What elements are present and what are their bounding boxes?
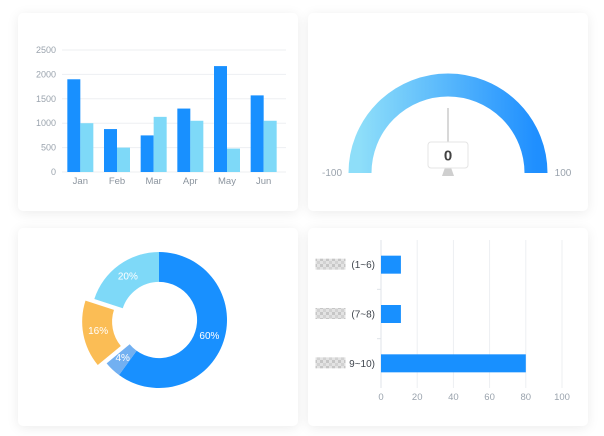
bar-apr-series-2[interactable] bbox=[190, 120, 204, 172]
slice-label-20pct: 20% bbox=[118, 272, 138, 283]
x-tick-label: 100 bbox=[554, 392, 570, 403]
gauge-arc[interactable] bbox=[348, 73, 548, 174]
gauge-value-box bbox=[427, 141, 469, 169]
hbar-category-label: (7~8) bbox=[351, 310, 375, 321]
bar-jun-series-2[interactable] bbox=[263, 120, 277, 172]
y-tick-label: 1500 bbox=[36, 94, 56, 104]
card-monthly-bar-chart: 0 500 1000 1500 2000 2500 Jan Feb Mar Apr May Jun bbox=[18, 13, 298, 211]
gauge-value: 0 bbox=[444, 148, 452, 165]
y-tick-label: 2500 bbox=[36, 45, 56, 55]
redacted-label-block bbox=[315, 357, 346, 369]
donut-slice-16pct[interactable] bbox=[82, 300, 121, 366]
y-tick-label: 0 bbox=[51, 167, 56, 177]
x-category-label: Jun bbox=[256, 176, 271, 187]
bar-may-series-2[interactable] bbox=[227, 148, 240, 172]
redacted-label-block bbox=[315, 258, 346, 270]
gauge-chart-canvas: -100 100 0 bbox=[322, 73, 572, 179]
hbar-row-2[interactable] bbox=[381, 305, 401, 323]
bar-mar-series-1[interactable] bbox=[140, 135, 154, 172]
x-category-label: Mar bbox=[145, 176, 161, 187]
x-tick-label: 40 bbox=[448, 392, 459, 403]
hbar-row-3[interactable] bbox=[381, 354, 526, 373]
y-tick-label: 2000 bbox=[36, 69, 56, 79]
x-tick-label: 20 bbox=[412, 392, 423, 403]
y-tick-label: 500 bbox=[41, 143, 56, 153]
bar-feb-series-1[interactable] bbox=[104, 129, 117, 172]
bar-jun-series-1[interactable] bbox=[250, 95, 264, 172]
hbar-row-1[interactable] bbox=[381, 255, 401, 274]
y-tick-label: 1000 bbox=[36, 118, 56, 128]
x-category-label: May bbox=[218, 176, 236, 187]
x-category-label: Feb bbox=[109, 176, 125, 187]
donut-slice-4pct[interactable] bbox=[106, 344, 137, 376]
card-gauge-chart: -100 100 0 bbox=[308, 13, 588, 211]
gauge-min-label: -100 bbox=[322, 168, 342, 179]
bar-jan-series-1[interactable] bbox=[67, 79, 81, 172]
slice-label-16pct: 16% bbox=[88, 326, 108, 337]
slice-label-60pct: 60% bbox=[199, 331, 219, 342]
hbar-category-label: (1~6) bbox=[351, 260, 375, 271]
x-category-label: Jan bbox=[73, 176, 88, 187]
donut-slice-20pct[interactable] bbox=[94, 252, 159, 309]
bar-apr-series-1[interactable] bbox=[177, 108, 191, 172]
bar-may-series-1[interactable] bbox=[214, 66, 227, 172]
hbar-chart-canvas: 0 20 40 60 80 100 (1~6) (7~8) 9~10) bbox=[315, 240, 570, 403]
bar-chart-canvas: 0 500 1000 1500 2000 2500 Jan Feb Mar Apr May Jun bbox=[36, 45, 286, 187]
x-category-label: Apr bbox=[183, 176, 198, 187]
donut-chart-canvas: 60% 4% 16% 20% bbox=[82, 252, 228, 388]
bar-mar-series-2[interactable] bbox=[153, 116, 167, 172]
hbar-category-label: 9~10) bbox=[349, 359, 375, 370]
card-donut-chart: 60% 4% 16% 20% bbox=[18, 228, 298, 426]
slice-label-4pct: 4% bbox=[115, 353, 130, 364]
redacted-label-block bbox=[315, 308, 346, 319]
bar-jan-series-2[interactable] bbox=[80, 123, 94, 172]
donut-slice-60pct[interactable] bbox=[119, 252, 228, 388]
x-tick-label: 60 bbox=[484, 392, 495, 403]
gauge-max-label: 100 bbox=[555, 168, 572, 179]
x-tick-label: 80 bbox=[521, 392, 532, 403]
bar-feb-series-2[interactable] bbox=[117, 147, 130, 172]
card-range-hbar-chart: 0 20 40 60 80 100 (1~6) (7~8) 9~10) bbox=[308, 228, 588, 426]
x-tick-label: 0 bbox=[378, 392, 383, 403]
